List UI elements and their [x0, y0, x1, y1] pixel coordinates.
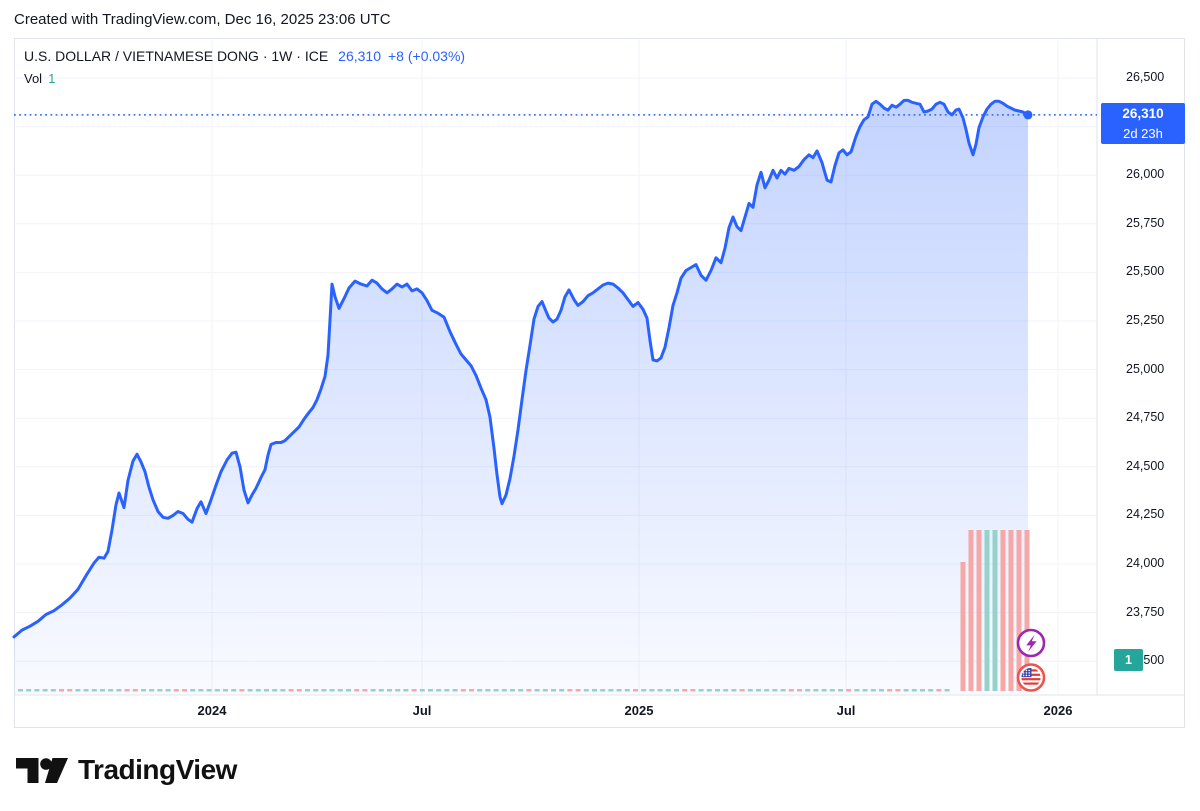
time-axis-label: 2024 [197, 703, 227, 718]
tradingview-wordmark[interactable]: TradingView [78, 754, 237, 785]
price-axis-label: 23,750 [1126, 605, 1165, 619]
baseline-volume-dashes [18, 689, 950, 692]
last-price-badge-value: 26,310 [1122, 105, 1164, 121]
created-with-note: Created with TradingView.com, Dec 16, 20… [14, 11, 391, 28]
price-axis-label: 24,250 [1126, 507, 1165, 521]
us-flag-icon[interactable] [1016, 663, 1046, 692]
price-axis-label: 24,750 [1126, 410, 1165, 424]
time-axis-label: Jul [412, 703, 432, 718]
price-axis-label: 25,500 [1126, 264, 1165, 278]
symbol-title[interactable]: U.S. DOLLAR / VIETNAMESE DONG · 1W · ICE [24, 48, 329, 64]
price-line [12, 98, 1030, 639]
bar-countdown: 2d 23h [1123, 125, 1163, 141]
price-axis-label: 25,750 [1126, 216, 1165, 230]
last-price-badge: 26,310 2d 23h [1101, 102, 1185, 144]
price-axis-label: 24,500 [1126, 459, 1165, 473]
tradingview-logo-spacer [14, 750, 68, 790]
volume-bars [960, 530, 1030, 691]
price-axis-label: 26,000 [1126, 167, 1165, 181]
price-axis-label: 24,000 [1126, 556, 1165, 570]
boost-lightning-icon[interactable] [1016, 628, 1046, 658]
price-axis-label: 26,500 [1126, 70, 1165, 84]
legend-change: +8 (+0.03%) [388, 48, 466, 64]
time-axis-label: Jul [836, 703, 856, 718]
chart-legend: U.S. DOLLAR / VIETNAMESE DONG · 1W · ICE… [24, 48, 465, 86]
time-axis-label: 2025 [624, 703, 654, 718]
volume-indicator-value: 1 [48, 71, 56, 86]
legend-last-price: 26,310 [338, 48, 381, 64]
area-fill [14, 100, 1028, 694]
price-axis-label: 25,250 [1126, 313, 1165, 327]
time-axis-label: 2026 [1043, 703, 1073, 718]
price-axis-label: 25,000 [1126, 362, 1165, 376]
time-axis[interactable]: 2024 Jul 2025 Jul 2026 [14, 695, 1097, 728]
tradingview-logo[interactable] [16, 758, 68, 783]
volume-indicator-label[interactable]: Vol [24, 71, 43, 86]
volume-axis-badge: 1 [1114, 649, 1143, 671]
endpoint-dot [1023, 110, 1033, 120]
footer-brand: TradingView [14, 750, 237, 790]
